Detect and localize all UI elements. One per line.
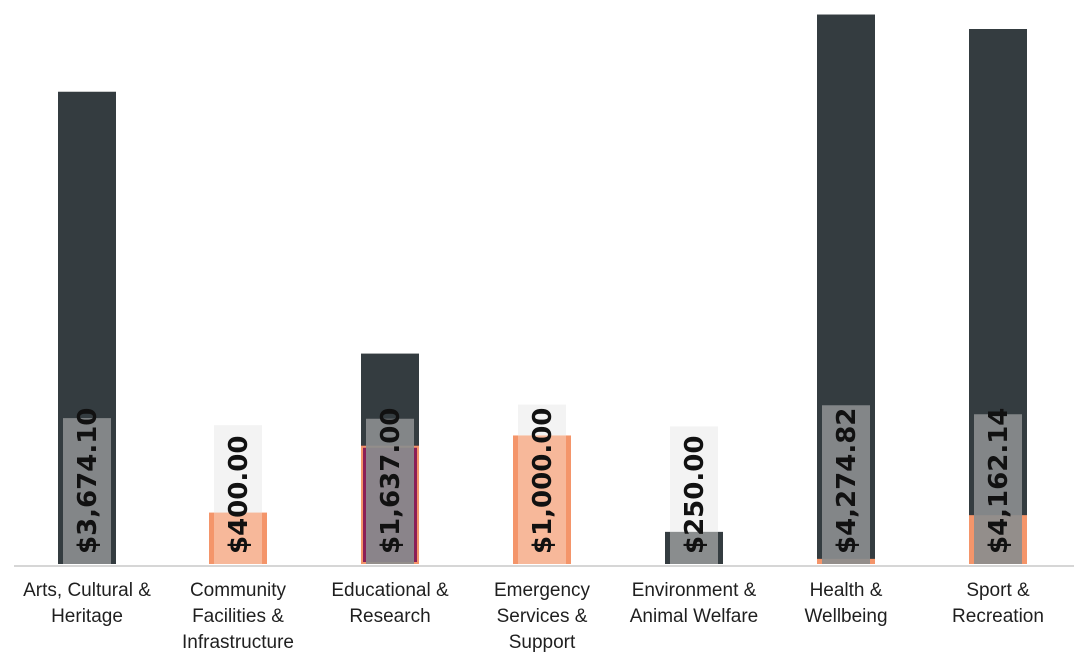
data-label-box-5 [822, 405, 870, 564]
data-label-boxes [63, 404, 1022, 564]
category-label-1: Community Facilities & Infrastructure [182, 580, 294, 653]
category-label-0: Arts, Cultural & Heritage [23, 580, 151, 627]
category-label-line: Facilities & [192, 606, 284, 627]
data-label-box-0 [63, 418, 111, 564]
data-label-box-orange-3 [518, 435, 566, 564]
category-label-line: Health & [810, 580, 883, 601]
category-label-line: Recreation [952, 606, 1044, 627]
category-label-line: Emergency [494, 580, 591, 601]
category-label-line: Arts, Cultural & [23, 580, 151, 601]
category-label-line: Research [349, 606, 430, 627]
category-label-line: Educational & [331, 580, 449, 601]
category-labels-layer: Arts, Cultural & Heritage Community Facilit… [23, 580, 1044, 653]
category-label-line: Animal Welfare [630, 606, 758, 627]
category-label-line: Services & [497, 606, 588, 627]
data-label-5: $4,274.82 [832, 408, 862, 554]
category-label-line: Support [509, 632, 576, 653]
data-label-1: $400.00 [224, 436, 254, 554]
data-label-0: $3,674.10 [73, 408, 103, 554]
category-label-line: Infrastructure [182, 632, 294, 653]
category-label-3: Emergency Services & Support [494, 580, 591, 653]
category-label-line: Community [190, 580, 287, 601]
data-label-6: $4,162.14 [984, 408, 1014, 554]
data-label-box-2 [366, 418, 414, 564]
data-label-4: $250.00 [680, 436, 710, 554]
data-label-3: $1,000.00 [528, 408, 558, 554]
category-label-6: Sport & Recreation [952, 580, 1044, 627]
data-labels-layer: $3,674.10 $400.00 $1,637.00 $1,000.00 $250.0… [73, 408, 1014, 554]
category-label-5: Health & Wellbeing [804, 580, 887, 627]
data-label-2: $1,637.00 [376, 408, 406, 554]
category-label-line: Sport & [966, 580, 1030, 601]
category-label-line: Heritage [51, 606, 123, 627]
category-label-2: Educational & Research [331, 580, 449, 627]
category-label-4: Environment & Animal Welfare [630, 580, 758, 627]
data-label-box-dark-4 [670, 531, 718, 564]
data-label-box-orange-1 [214, 512, 262, 564]
data-label-box-6 [974, 414, 1022, 564]
category-label-line: Wellbeing [804, 606, 887, 627]
category-label-line: Environment & [632, 580, 757, 601]
